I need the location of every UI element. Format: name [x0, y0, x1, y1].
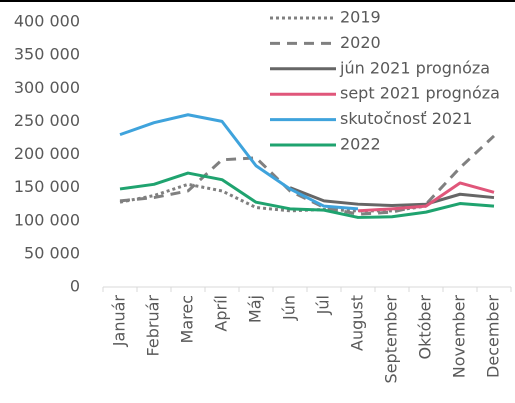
- y-tick-label: 400 000: [14, 12, 80, 31]
- series-line: [289, 186, 495, 208]
- legend-label: skutočnosť 2021: [340, 109, 472, 128]
- legend-label: jún 2021 prognóza: [339, 58, 490, 77]
- x-tick-label: November: [450, 295, 469, 379]
- y-tick-label: 100 000: [14, 210, 80, 229]
- y-tick-label: 250 000: [14, 111, 80, 130]
- y-tick-label: 350 000: [14, 45, 80, 64]
- x-tick-label: Február: [144, 295, 163, 357]
- series-line: [119, 113, 359, 211]
- y-tick-label: 200 000: [14, 144, 80, 163]
- legend-label: 2019: [340, 8, 381, 27]
- x-tick-label: Júl: [314, 295, 333, 315]
- x-tick-label: Október: [416, 295, 435, 360]
- x-tick-label: December: [484, 295, 503, 378]
- legend-label: sept 2021 prognóza: [340, 84, 500, 103]
- series-line: [357, 181, 495, 213]
- x-tick-label: Máj: [246, 295, 265, 323]
- x-tick-label: August: [348, 295, 367, 351]
- x-tick-label: Január: [110, 295, 129, 348]
- series-line: [119, 171, 495, 219]
- y-tick-label: 0: [70, 277, 80, 296]
- y-tick-label: 50 000: [24, 243, 80, 262]
- x-tick-label: Apríl: [212, 295, 231, 332]
- x-tick-label: Marec: [178, 295, 197, 343]
- legend-label: 2020: [340, 33, 381, 52]
- legend-label: 2022: [340, 135, 381, 154]
- y-tick-label: 300 000: [14, 78, 80, 97]
- y-tick-label: 150 000: [14, 177, 80, 196]
- series-line: [119, 134, 496, 216]
- x-tick-label: Jún: [280, 295, 299, 321]
- x-tick-label: September: [382, 295, 401, 384]
